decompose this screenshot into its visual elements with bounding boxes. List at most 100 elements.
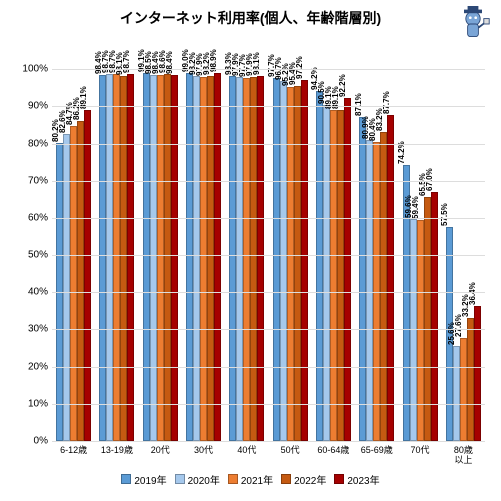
bar-value-label: 36.4% [468,282,477,305]
bar-groups: 80.2%82.6%84.7%86.2%89.1% 98.4% 98.7% 98.7%… [52,32,485,441]
bar: 98.2% [207,76,214,441]
gridline [52,218,485,219]
legend-item: 2020年 [175,472,220,487]
gridline [52,367,485,368]
bar-group: 80.2%82.6%84.7%86.2%89.1% [52,32,95,441]
bar-group: 97.7%96.7%95.2%95.4%97.2% [268,32,311,441]
bar-group: 98.4%98.7%98.7%98.1%98.7% [95,32,138,441]
bar: 36.4% [474,306,481,441]
bar-group: 99.0%98.2%97.9%98.2%98.9% [182,32,225,441]
legend: 2019年 2020年 2021年 2022年 2023年 [8,472,493,487]
x-tick-label: 80歳以上 [442,442,485,466]
bar-value-label: 92.2% [338,75,347,98]
gridline [52,404,485,405]
gridline [52,69,485,70]
bar: 96.7% [280,81,287,441]
bar-value-label: 27.6% [454,315,463,338]
bar: 99.0% [186,73,193,441]
bar: 95.2% [287,87,294,441]
bar: 98.7% [127,74,134,441]
x-tick-label: 60-64歳 [312,442,355,466]
bar: 98.5% [150,75,157,441]
legend-swatch [334,474,344,484]
bar: 27.6% [460,338,467,441]
bar: 98.6% [164,74,171,441]
bar-value-label: 98.1% [252,53,261,76]
bar: 97.7% [273,78,280,441]
bar: 84.7% [70,126,77,441]
y-tick-label: 80% [8,138,48,149]
x-tick-label: 70代 [398,442,441,466]
bar: 89.1% [84,110,91,441]
y-tick-label: 70% [8,175,48,186]
legend-label: 2021年 [241,472,273,487]
bar: 97.9% [200,77,207,441]
bar-value-label: 89.1% [79,86,88,109]
y-tick-label: 40% [8,287,48,298]
x-tick-label: 65-69歳 [355,442,398,466]
bar: 98.4% [171,75,178,441]
bar: 87.7% [387,115,394,441]
bar: 98.1% [120,76,127,441]
bar-value-label: 98.4% [165,51,174,74]
legend-swatch [228,474,238,484]
y-axis: 0%10%20%30%40%50%60%70%80%90%100% [8,32,48,441]
x-tick-label: 20代 [139,442,182,466]
bar: 86.2% [77,121,84,442]
bar: 83.2% [380,132,387,441]
gridline [52,441,485,442]
gridline [52,292,485,293]
y-tick-label: 100% [8,64,48,75]
bar: 89.1% [330,110,337,441]
bar: 97.9% [250,77,257,441]
bar: 98.4% [157,75,164,441]
x-tick-label: 13-19歳 [95,442,138,466]
bar: 80.9% [366,140,373,441]
bar: 33.2% [467,318,474,441]
legend-label: 2020年 [188,472,220,487]
bar-group: 57.5%25.6%27.6%33.2%36.4% [442,32,485,441]
bar-value-label: 87.1% [354,93,363,116]
bar: 98.9% [214,73,221,441]
chart-title: インターネット利用率(個人、年齢階層別) [8,8,493,28]
bar: 98.7% [106,74,113,441]
x-tick-label: 6-12歳 [52,442,95,466]
legend-label: 2023年 [347,472,379,487]
bar: 95.4% [294,86,301,441]
bar-group: 74.2%59.6%59.4%65.5%67.0% [398,32,441,441]
legend-swatch [175,474,185,484]
legend-swatch [121,474,131,484]
bar: 99.1% [143,73,150,441]
gridline [52,255,485,256]
x-axis-labels: 6-12歳13-19歳20代30代40代50代60-64歳65-69歳70代80… [52,442,485,466]
bar-value-label: 57.5% [440,204,449,227]
legend-item: 2022年 [281,472,326,487]
bar: 98.3% [229,76,236,441]
bar: 92.2% [344,98,351,441]
legend-item: 2019年 [121,472,166,487]
bar: 97.7% [243,78,250,441]
chart-container: インターネット利用率(個人、年齢階層別) 0%10%20%30%40%50%60… [0,0,501,501]
bar: 25.6% [453,346,460,441]
bar: 97.9% [236,77,243,441]
legend-item: 2023年 [334,472,379,487]
bar-group: 87.1%80.9%80.4%83.2%87.7% [355,32,398,441]
y-tick-label: 90% [8,101,48,112]
y-tick-label: 50% [8,250,48,261]
x-tick-label: 50代 [268,442,311,466]
gridline [52,106,485,107]
plot-area: 0%10%20%30%40%50%60%70%80%90%100% 80.2%8… [52,32,485,442]
bar-value-label: 87.7% [382,91,391,114]
gridline [52,144,485,145]
legend-label: 2019年 [134,472,166,487]
bar-group: 99.1%98.5%98.4%98.6%98.4% [139,32,182,441]
bar-value-label: 74.2% [397,141,406,164]
y-tick-label: 60% [8,212,48,223]
x-tick-label: 30代 [182,442,225,466]
bar: 98.2% [193,76,200,441]
x-tick-label: 40代 [225,442,268,466]
bar: 59.4% [417,220,424,441]
bar: 87.1% [359,117,366,441]
gridline [52,181,485,182]
legend-label: 2022年 [294,472,326,487]
